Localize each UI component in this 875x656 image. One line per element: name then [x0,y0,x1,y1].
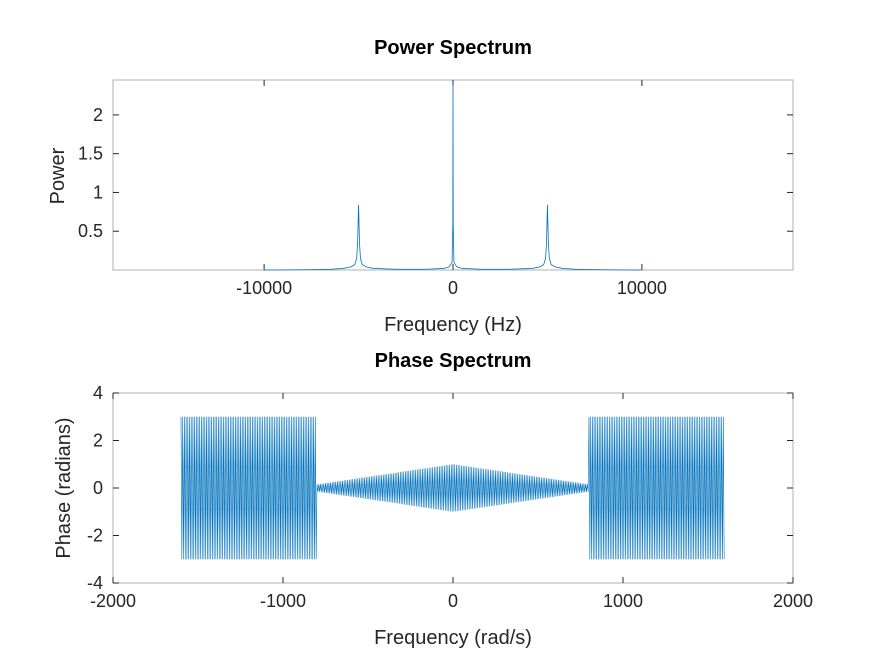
power-y-axis-label: Power [47,147,69,204]
y-tick-label: 2 [93,431,103,451]
y-tick-label: 2 [93,105,103,125]
phase-chart-title: Phase Spectrum [375,350,532,372]
y-tick-label: 1.5 [78,144,103,164]
phase-x-axis-label: Frequency (rad/s) [374,627,532,649]
power-chart-title: Power Spectrum [374,37,532,59]
x-tick-label: 1000 [603,591,643,611]
y-tick-label: -2 [87,526,103,546]
phase-spectrum-axes: Phase Spectrum -2000 -1000 0 1000 2000 -4 -2 0 2… [53,350,813,649]
x-tick-label: 10000 [617,278,667,298]
x-tick-label: 0 [448,278,458,298]
x-tick-label: 0 [448,591,458,611]
power-series-line [264,83,642,271]
power-ticks: -10000 0 10000 0.5 1 1.5 2 [78,80,793,298]
x-tick-label: -2000 [90,591,136,611]
y-tick-label: -4 [87,573,103,593]
y-tick-label: 4 [93,383,103,403]
power-spectrum-axes: Power Spectrum -10000 0 10000 0.5 1 1.5 2 Freq… [47,37,794,336]
y-tick-label: 1 [93,182,103,202]
x-tick-label: 2000 [773,591,813,611]
y-tick-label: 0 [93,478,103,498]
power-x-axis-label: Frequency (Hz) [384,314,522,336]
x-tick-label: -1000 [260,591,306,611]
phase-ticks: -2000 -1000 0 1000 2000 -4 -2 0 2 4 [87,383,813,611]
phase-series-line [180,416,725,560]
phase-y-axis-label: Phase (radians) [53,417,75,558]
x-tick-label: -10000 [236,278,292,298]
y-tick-label: 0.5 [78,221,103,241]
